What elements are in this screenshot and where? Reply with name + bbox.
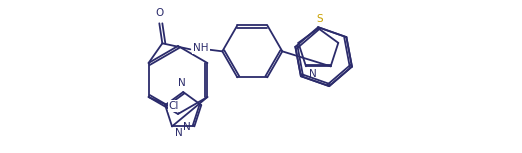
Text: S: S [316, 14, 323, 24]
Text: N: N [175, 128, 183, 138]
Text: O: O [155, 8, 163, 18]
Text: N: N [179, 78, 186, 88]
Text: NH: NH [193, 43, 209, 53]
Text: Cl: Cl [169, 101, 179, 111]
Text: N: N [183, 122, 191, 132]
Text: N: N [309, 69, 317, 79]
